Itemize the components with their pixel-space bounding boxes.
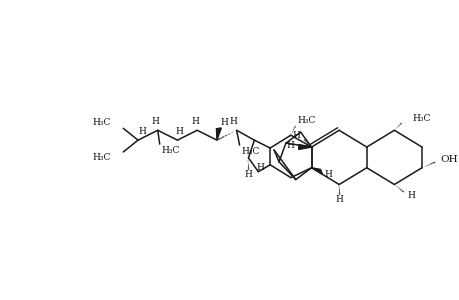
Polygon shape bbox=[216, 128, 221, 140]
Text: H₃C: H₃C bbox=[411, 114, 430, 123]
Text: H: H bbox=[138, 127, 146, 136]
Text: H₃C: H₃C bbox=[241, 148, 259, 157]
Text: H: H bbox=[229, 117, 237, 126]
Text: H: H bbox=[151, 117, 159, 126]
Polygon shape bbox=[311, 168, 322, 174]
Text: H: H bbox=[292, 131, 300, 140]
Text: H: H bbox=[191, 117, 199, 126]
Text: H: H bbox=[220, 118, 228, 127]
Text: H₃C: H₃C bbox=[297, 116, 315, 125]
Text: OH: OH bbox=[440, 155, 457, 164]
Text: H: H bbox=[244, 170, 252, 179]
Text: H₃C: H₃C bbox=[92, 153, 110, 162]
Text: H: H bbox=[335, 195, 342, 204]
Text: H: H bbox=[286, 141, 294, 150]
Text: H: H bbox=[175, 127, 183, 136]
Text: H: H bbox=[324, 170, 331, 179]
Text: H: H bbox=[406, 191, 414, 200]
Text: H₃C: H₃C bbox=[162, 146, 179, 155]
Text: H₃C: H₃C bbox=[92, 118, 110, 127]
Text: H: H bbox=[256, 163, 263, 172]
Polygon shape bbox=[298, 145, 311, 149]
